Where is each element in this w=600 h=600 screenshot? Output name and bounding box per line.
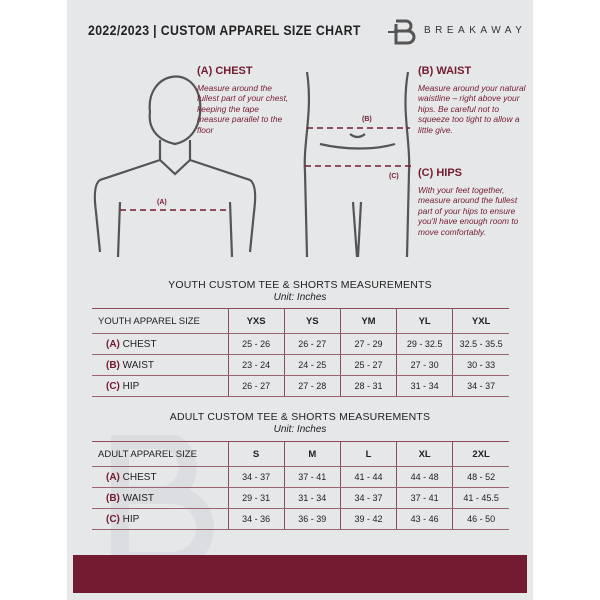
table-cell: 36 - 39	[283, 508, 341, 530]
footer-bar	[73, 555, 527, 593]
table-row: (A) CHEST 34 - 37 37 - 41 41 - 44 44 - 48 48 …	[92, 466, 509, 488]
row-label: (A) CHEST	[92, 466, 228, 488]
table-cell: 27 - 28	[283, 375, 341, 397]
row-name: HIP	[122, 380, 140, 392]
table-cell: 48 - 52	[452, 466, 509, 488]
adult-section-title: ADULT CUSTOM TEE & SHORTS MEASUREMENTS	[169, 411, 431, 423]
header-cell: YL	[396, 308, 453, 334]
row-label: (C) HIP	[92, 508, 228, 530]
header-cell: M	[283, 441, 341, 467]
table-cell: 24 - 25	[283, 354, 341, 376]
brand-name: BREAKAWAY	[424, 25, 527, 36]
table-cell: 34 - 37	[339, 487, 397, 509]
table-cell: 30 - 33	[452, 354, 509, 376]
table-cell: 43 - 46	[396, 508, 453, 530]
table-header-row: YOUTH APPAREL SIZE YXS YS YM YL YXL	[92, 308, 509, 334]
header-cell: XL	[396, 441, 453, 467]
table-cell: 37 - 41	[283, 466, 341, 488]
table-cell: 25 - 26	[227, 333, 285, 355]
table-cell: 41 - 44	[339, 466, 397, 488]
youth-unit: Unit: Inches	[273, 292, 327, 303]
table-row: (C) HIP 34 - 36 36 - 39 39 - 42 43 - 46 46 - …	[92, 508, 509, 530]
waist-description: Measure around your natural waistline – …	[418, 83, 526, 135]
table-cell: 28 - 31	[339, 375, 397, 397]
table-row: (B) WAIST 23 - 24 24 - 25 25 - 27 27 - 30 30 …	[92, 354, 509, 376]
header-cell: 2XL	[452, 441, 509, 467]
hips-description: With your feet together, measure around …	[418, 185, 519, 237]
row-name: CHEST	[122, 471, 157, 483]
table-cell: 34 - 36	[227, 508, 285, 530]
table-cell: 34 - 37	[452, 375, 509, 397]
chest-description: Measure around the fullest part of your …	[197, 83, 289, 135]
chest-heading: (A) CHEST	[197, 65, 253, 77]
row-label: (B) WAIST	[92, 354, 228, 376]
header-cell: YXS	[227, 308, 285, 334]
header-cell: S	[227, 441, 285, 467]
table-cell: 27 - 29	[339, 333, 397, 355]
row-code: (C)	[106, 513, 120, 525]
waist-heading: (B) WAIST	[418, 65, 472, 77]
chest-marker: (A)	[157, 199, 167, 206]
table-row: (C) HIP 26 - 27 27 - 28 28 - 31 31 - 34 34 - …	[92, 375, 509, 397]
table-cell: 26 - 27	[227, 375, 285, 397]
row-code: (B)	[106, 492, 120, 504]
table-cell: 31 - 34	[283, 487, 341, 509]
waist-marker: (B)	[362, 116, 372, 123]
row-code: (B)	[106, 359, 120, 371]
table-cell: 26 - 27	[283, 333, 341, 355]
row-name: WAIST	[122, 492, 154, 504]
table-row: (B) WAIST 29 - 31 31 - 34 34 - 37 37 - 41 41 …	[92, 487, 509, 509]
row-code: (A)	[106, 471, 120, 483]
row-name: CHEST	[122, 338, 157, 350]
table-cell: 29 - 31	[227, 487, 285, 509]
row-label: (B) WAIST	[92, 487, 228, 509]
table-cell: 46 - 50	[452, 508, 509, 530]
hips-marker: (C)	[389, 173, 399, 180]
adult-size-table: ADULT APPAREL SIZE S M L XL 2XL (A) CHEST 34 - …	[92, 441, 509, 530]
row-label: (C) HIP	[92, 375, 228, 397]
table-header-row: ADULT APPAREL SIZE S M L XL 2XL	[92, 441, 509, 467]
youth-size-table: YOUTH APPAREL SIZE YXS YS YM YL YXL (A) CHEST 2…	[92, 308, 509, 397]
hips-heading: (C) HIPS	[418, 167, 462, 179]
adult-unit: Unit: Inches	[273, 424, 327, 435]
youth-section-title: YOUTH CUSTOM TEE & SHORTS MEASUREMENTS	[168, 279, 432, 291]
row-name: WAIST	[122, 359, 154, 371]
brand-logo-icon	[388, 19, 416, 45]
table-cell: 39 - 42	[339, 508, 397, 530]
table-cell: 34 - 37	[227, 466, 285, 488]
table-cell: 32.5 - 35.5	[452, 333, 509, 355]
row-name: HIP	[122, 513, 140, 525]
header-cell: YM	[339, 308, 397, 334]
table-cell: 44 - 48	[396, 466, 453, 488]
header-cell: YXL	[452, 308, 509, 334]
table-cell: 27 - 30	[396, 354, 453, 376]
row-label: (A) CHEST	[92, 333, 228, 355]
table-cell: 31 - 34	[396, 375, 453, 397]
lower-body-figure	[303, 72, 413, 258]
table-cell: 37 - 41	[396, 487, 453, 509]
table-cell: 41 - 45.5	[452, 487, 509, 509]
table-cell: 25 - 27	[339, 354, 397, 376]
table-cell: 29 - 32.5	[396, 333, 453, 355]
row-code: (A)	[106, 338, 120, 350]
table-cell: 23 - 24	[227, 354, 285, 376]
header-cell: YOUTH APPAREL SIZE	[92, 308, 228, 334]
page-title: 2022/2023 | CUSTOM APPAREL SIZE CHART	[88, 22, 361, 38]
row-code: (C)	[106, 380, 120, 392]
header-cell: ADULT APPAREL SIZE	[92, 441, 228, 467]
table-row: (A) CHEST 25 - 26 26 - 27 27 - 29 29 - 32.5 3…	[92, 333, 509, 355]
header-cell: L	[339, 441, 397, 467]
upper-body-figure	[93, 75, 257, 258]
header-cell: YS	[283, 308, 341, 334]
